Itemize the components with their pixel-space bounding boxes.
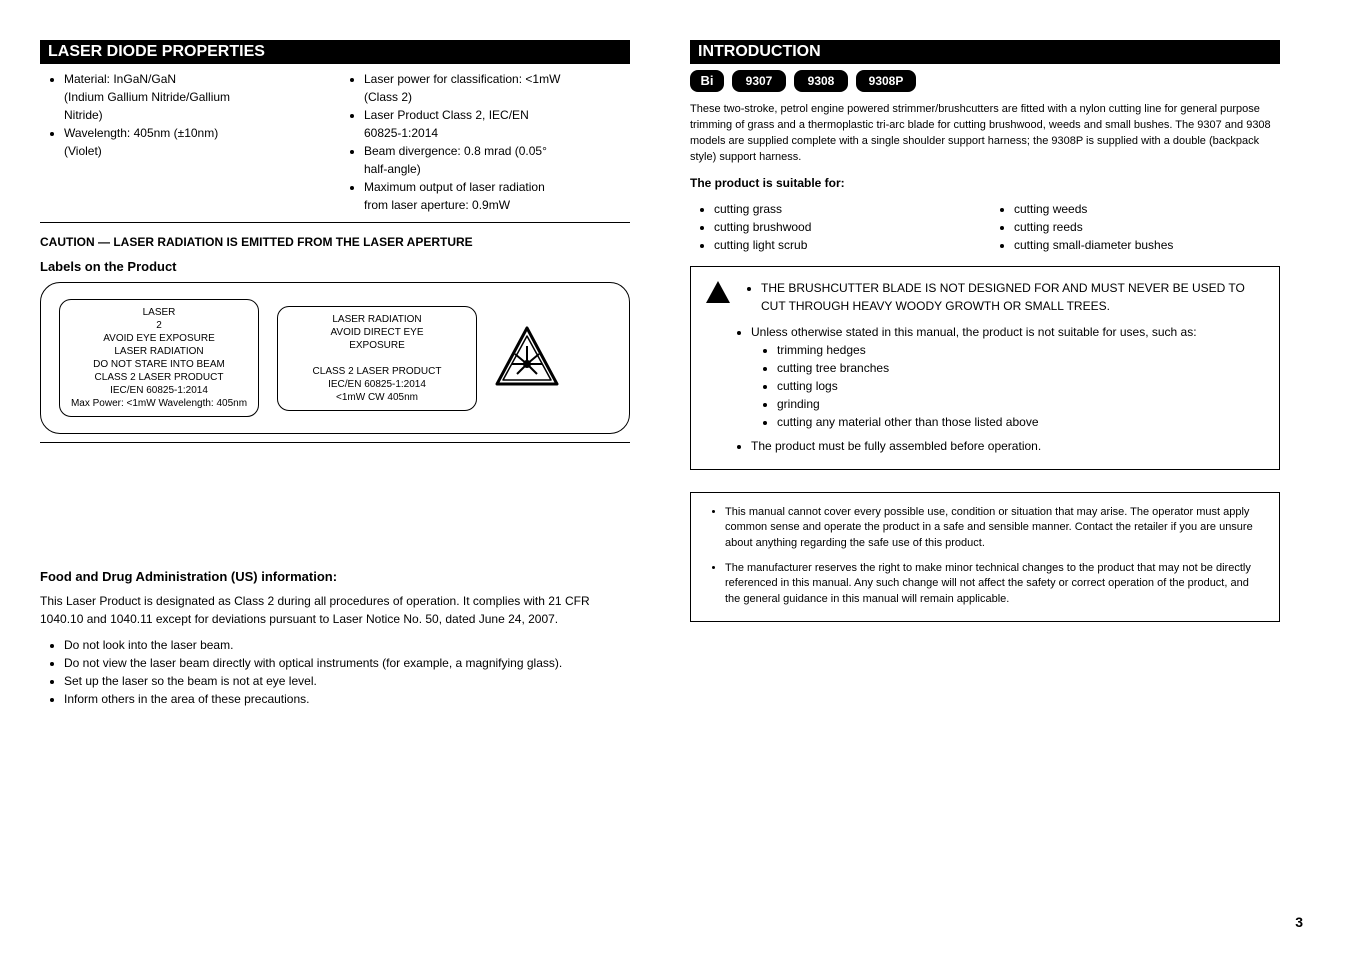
svg-text:9308P: 9308P: [869, 74, 904, 88]
warning-box: THE BRUSHCUTTER BLADE IS NOT DESIGNED FO…: [690, 266, 1280, 470]
note-box: This manual cannot cover every possible …: [690, 492, 1280, 622]
divider: [40, 222, 630, 223]
fda-bullet: Do not look into the laser beam.: [64, 636, 630, 654]
section-title-laser: LASER DIODE PROPERTIES: [40, 40, 630, 64]
laser-props-right: Laser power for classification: <1mW(Cla…: [340, 70, 630, 214]
model-badge-row: Bi 9307 9308 9308P: [690, 70, 1280, 92]
divider: [40, 442, 630, 443]
note-item: This manual cannot cover every possible …: [725, 505, 1265, 551]
note-item: The manufacturer reserves the right to m…: [725, 561, 1265, 607]
page-number: 3: [1295, 914, 1303, 930]
section-title-intro: INTRODUCTION: [690, 40, 1280, 64]
model-badge: 9308: [794, 70, 848, 92]
suitable-item: cutting reeds: [1014, 218, 1280, 236]
suitable-item: cutting grass: [714, 200, 980, 218]
laser-prop-item: Material: InGaN/GaN(Indium Gallium Nitri…: [64, 70, 330, 124]
suitable-columns: cutting grass cutting brushwood cutting …: [690, 200, 1280, 254]
suitable-item: cutting weeds: [1014, 200, 1280, 218]
fda-bullet: Inform others in the area of these preca…: [64, 690, 630, 708]
laser-prop-item: Maximum output of laser radiationfrom la…: [364, 178, 630, 214]
laser-hazard-icon: [495, 326, 559, 390]
suitable-item: cutting light scrub: [714, 236, 980, 254]
suitable-item: cutting brushwood: [714, 218, 980, 236]
laser-caution: CAUTION — LASER RADIATION IS EMITTED FRO…: [40, 233, 630, 251]
product-label-2: LASER RADIATIONAVOID DIRECT EYEEXPOSUREC…: [277, 306, 477, 411]
fda-heading: Food and Drug Administration (US) inform…: [40, 569, 630, 584]
laser-properties-columns: Material: InGaN/GaN(Indium Gallium Nitri…: [40, 70, 630, 214]
brand-logo-icon: Bi: [690, 70, 724, 92]
product-labels-panel: LASER2AVOID EYE EXPOSURELASER RADIATIOND…: [40, 282, 630, 434]
unsuitable-item: cutting tree branches: [777, 359, 1265, 377]
right-column: INTRODUCTION Bi 9307 9308 9308P These tw…: [690, 40, 1280, 708]
fda-bullet: Do not view the laser beam directly with…: [64, 654, 630, 672]
fda-body: This Laser Product is designated as Clas…: [40, 592, 630, 628]
laser-prop-item: Laser Product Class 2, IEC/EN60825-1:201…: [364, 106, 630, 142]
model-badge: 9308P: [856, 70, 916, 92]
warning-item: THE BRUSHCUTTER BLADE IS NOT DESIGNED FO…: [761, 279, 1265, 315]
fda-bullet: Set up the laser so the beam is not at e…: [64, 672, 630, 690]
unsuitable-item: cutting any material other than those li…: [777, 413, 1265, 431]
laser-prop-item: Laser power for classification: <1mW(Cla…: [364, 70, 630, 106]
laser-prop-item: Beam divergence: 0.8 mrad (0.05°half-ang…: [364, 142, 630, 178]
suitable-item: cutting small-diameter bushes: [1014, 236, 1280, 254]
laser-props-left: Material: InGaN/GaN(Indium Gallium Nitri…: [40, 70, 330, 214]
svg-text:9308: 9308: [808, 74, 835, 88]
svg-text:9307: 9307: [746, 74, 773, 88]
unsuitable-item: trimming hedges: [777, 341, 1265, 359]
left-column: LASER DIODE PROPERTIES Material: InGaN/G…: [40, 40, 630, 708]
warning-tail: The product must be fully assembled befo…: [751, 437, 1265, 455]
model-badge: 9307: [732, 70, 786, 92]
page-root: LASER DIODE PROPERTIES Material: InGaN/G…: [0, 0, 1351, 748]
intro-paragraph: These two-stroke, petrol engine powered …: [690, 102, 1280, 166]
laser-prop-item: Wavelength: 405nm (±10nm)(Violet): [64, 124, 330, 160]
warning-triangle-icon: [705, 280, 731, 304]
fda-bullets: Do not look into the laser beam. Do not …: [40, 636, 630, 708]
unsuitable-item: grinding: [777, 395, 1265, 413]
unsuitable-item: cutting logs: [777, 377, 1265, 395]
product-label-1: LASER2AVOID EYE EXPOSURELASER RADIATIOND…: [59, 299, 259, 417]
svg-text:Bi: Bi: [701, 73, 714, 88]
labels-heading: Labels on the Product: [40, 259, 630, 274]
suitable-heading: The product is suitable for:: [690, 174, 1280, 192]
warning-unsuitable-lead: Unless otherwise stated in this manual, …: [751, 323, 1265, 341]
spacer: [40, 453, 630, 563]
